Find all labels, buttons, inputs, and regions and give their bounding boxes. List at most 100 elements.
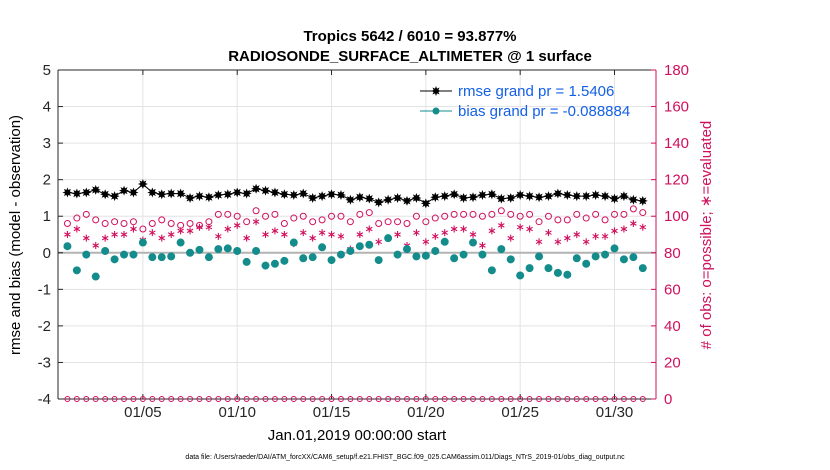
possible-count-marker [526, 210, 534, 218]
bias-point [421, 251, 430, 260]
y-tick-label-right: 120 [664, 172, 689, 189]
possible-count-marker [497, 207, 505, 215]
bias-point [110, 255, 119, 264]
y-tick-label-right: 0 [664, 391, 672, 408]
possible-count-marker [544, 212, 552, 220]
evaluated-count-marker [479, 241, 486, 249]
evaluated-count-marker [394, 231, 401, 238]
legend-label-bias: bias grand pr = -0.088884 [458, 103, 630, 120]
possible-count-marker [469, 210, 477, 218]
possible-count-marker [412, 212, 420, 220]
zero-count-marker [102, 396, 109, 402]
bias-point [355, 242, 364, 251]
bias-point [365, 240, 374, 249]
rmse-point [185, 192, 196, 203]
evaluated-count-marker [630, 220, 637, 228]
y-tick-label-left: -4 [38, 391, 51, 408]
rmse-point [203, 192, 214, 203]
zero-count-marker [422, 396, 429, 402]
possible-count-marker [431, 214, 439, 222]
rmse-point [458, 192, 469, 203]
rmse-point [543, 191, 554, 202]
rmse-point [590, 190, 601, 201]
possible-count-marker [356, 210, 364, 218]
evaluated-count-marker [413, 229, 420, 237]
possible-count-marker [422, 218, 430, 226]
zero-count-marker [394, 396, 401, 402]
bias-point [101, 246, 110, 255]
y-tick-label-left: 0 [43, 245, 51, 262]
evaluated-count-marker [422, 238, 430, 246]
evaluated-count-marker [158, 234, 166, 242]
rmse-point [430, 192, 441, 203]
y-tick-label-right: 160 [664, 99, 689, 116]
possible-count-marker [582, 214, 590, 222]
zero-count-marker [385, 396, 392, 402]
evaluated-count-marker [101, 234, 109, 242]
evaluated-count-marker [611, 227, 618, 235]
possible-count-marker [243, 218, 251, 226]
rmse-point [552, 188, 563, 199]
bias-point [384, 234, 393, 243]
zero-count-marker [253, 396, 260, 402]
bias-point [82, 250, 91, 259]
possible-count-marker [299, 212, 307, 220]
bias-point [440, 237, 449, 246]
evaluated-count-marker [215, 232, 222, 240]
rmse-point [515, 190, 526, 201]
rmse-point [251, 183, 262, 194]
possible-count-marker [148, 220, 156, 228]
evaluated-count-marker [375, 238, 383, 246]
possible-count-marker [365, 209, 373, 217]
rmse-point [71, 188, 82, 199]
rmse-point [354, 192, 365, 203]
y-tick-label-left: 5 [43, 62, 51, 79]
zero-count-marker [309, 396, 316, 402]
zero-count-marker [271, 396, 278, 402]
rmse-point [637, 195, 648, 206]
evaluated-count-marker [82, 234, 90, 242]
zero-count-marker [498, 396, 505, 402]
evaluated-count-marker [573, 231, 581, 238]
zero-count-marker [432, 396, 439, 402]
evaluated-count-marker [516, 223, 524, 231]
evaluated-count-marker [582, 238, 590, 246]
rmse-point [628, 194, 639, 205]
y-tick-label-left: 1 [43, 208, 51, 225]
evaluated-count-marker [262, 231, 269, 238]
evaluated-count-marker [224, 225, 232, 233]
rmse-point [241, 188, 252, 199]
possible-count-marker [573, 210, 581, 218]
rmse-point [373, 197, 384, 208]
possible-count-marker [318, 216, 326, 224]
zero-count-marker [177, 396, 184, 402]
possible-count-marker [167, 220, 175, 228]
evaluated-count-marker [281, 231, 288, 238]
zero-count-marker [337, 396, 344, 402]
zero-count-marker [460, 396, 467, 402]
rmse-point [477, 190, 488, 201]
evaluated-count-marker [356, 231, 364, 238]
zero-count-marker [328, 396, 335, 402]
evaluated-count-marker [554, 238, 562, 246]
bias-point [157, 253, 166, 262]
rmse-point [411, 192, 422, 203]
data-file-footer: data file: /Users/raeder/DAI/ATM_forcXX/… [185, 454, 625, 461]
zero-count-marker [290, 396, 297, 402]
bias-point [393, 250, 402, 259]
evaluated-count-marker [545, 229, 552, 237]
rmse-point [317, 191, 328, 202]
rmse-series [62, 179, 648, 209]
bias-point [167, 252, 176, 261]
bias-point [619, 255, 628, 264]
chart-title: Tropics 5642 / 6010 = 93.877% [303, 28, 516, 45]
zero-count-marker [375, 396, 382, 402]
zero-count-marker [592, 396, 599, 402]
bias-point [469, 238, 478, 247]
evaluated-count-marker [507, 234, 515, 242]
zero-count-marker [158, 396, 165, 402]
possible-count-marker [563, 216, 571, 224]
zero-count-marker [73, 396, 80, 402]
legend-label-rmse: rmse grand pr = 1.5406 [458, 83, 614, 100]
rmse-point [269, 187, 280, 198]
